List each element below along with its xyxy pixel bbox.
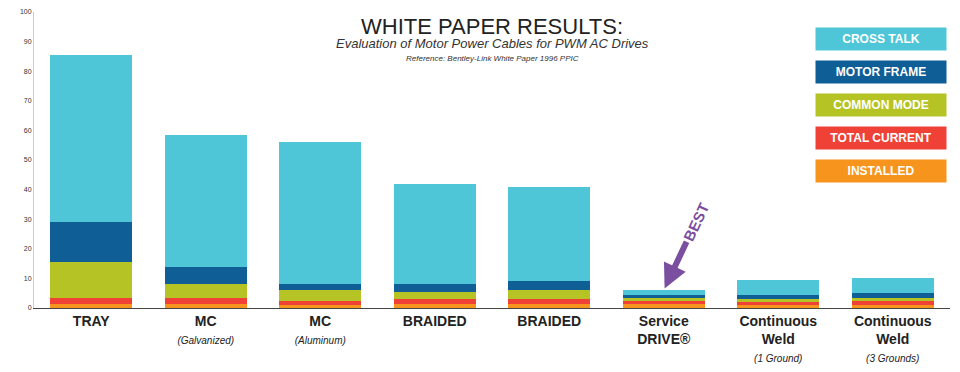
svg-text:ContinuousWeld(1 Ground): ContinuousWeld(1 Ground)	[739, 313, 817, 364]
svg-text:MOTOR FRAME: MOTOR FRAME	[836, 65, 926, 79]
svg-text:BRAIDED: BRAIDED	[517, 313, 581, 329]
svg-text:BEST: BEST	[680, 200, 712, 243]
svg-text:Evaluation of Motor Power Cabl: Evaluation of Motor Power Cables for PWM…	[336, 36, 649, 51]
svg-text:90: 90	[24, 38, 32, 45]
svg-text:20: 20	[24, 245, 32, 252]
svg-text:30: 30	[24, 216, 32, 223]
svg-text:COMMON MODE: COMMON MODE	[833, 98, 928, 112]
svg-text:10: 10	[24, 275, 32, 282]
svg-text:50: 50	[24, 156, 32, 163]
svg-text:CROSS TALK: CROSS TALK	[842, 32, 919, 46]
svg-text:ServiceDRIVE®: ServiceDRIVE®	[637, 313, 691, 347]
svg-text:80: 80	[24, 68, 32, 75]
svg-text:TOTAL CURRENT: TOTAL CURRENT	[830, 131, 931, 145]
svg-text:MC(Aluminum): MC(Aluminum)	[295, 313, 346, 346]
svg-text:70: 70	[24, 97, 32, 104]
svg-text:60: 60	[24, 127, 32, 134]
svg-text:TRAY: TRAY	[73, 313, 110, 329]
svg-text:Reference: Bentley-Link White: Reference: Bentley-Link White Paper 1996…	[406, 54, 579, 63]
svg-text:100: 100	[20, 8, 32, 15]
svg-text:40: 40	[24, 186, 32, 193]
svg-text:INSTALLED: INSTALLED	[848, 164, 915, 178]
svg-text:ContinuousWeld(3 Grounds): ContinuousWeld(3 Grounds)	[854, 313, 932, 364]
svg-text:WHITE PAPER RESULTS:: WHITE PAPER RESULTS:	[361, 14, 623, 39]
svg-text:0: 0	[28, 304, 32, 311]
svg-text:BRAIDED: BRAIDED	[403, 313, 467, 329]
svg-text:MC(Galvanized): MC(Galvanized)	[177, 313, 234, 346]
